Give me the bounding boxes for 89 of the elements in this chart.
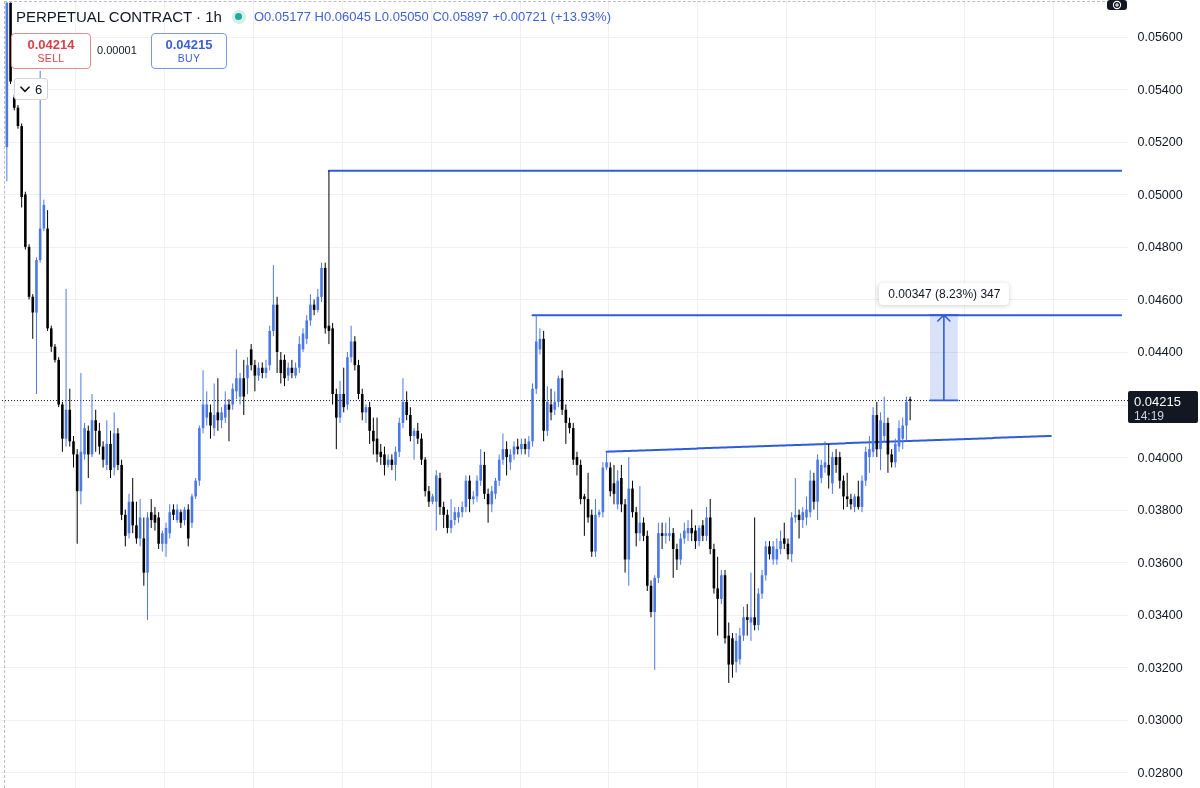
candlestick [705,506,708,542]
candlestick [135,501,138,545]
candlestick [446,509,449,534]
candlestick [905,396,908,442]
annotation: 0.04214 [27,37,75,52]
candlestick [149,498,153,529]
y-tick-label: 0.02800 [1137,765,1183,780]
candlestick [742,606,745,642]
y-tick-label: 0.03400 [1137,608,1183,623]
candlestick [720,569,723,605]
annotation: 6 [34,81,43,97]
candlestick [753,516,756,631]
candlestick [616,469,619,511]
y-tick-label: 0.04600 [1137,292,1183,307]
candlestick [745,603,749,637]
y-tick-label: 0.04400 [1137,345,1183,360]
y-tick-label: 0.04000 [1137,450,1183,465]
candlestick [631,480,634,518]
toggle-button: 6 [14,78,48,100]
y-tick-label: 0.05200 [1137,135,1183,150]
y-tick-label: 0.03200 [1137,660,1183,675]
candlestick [231,382,234,411]
y-tick-label: 0.03800 [1137,503,1183,518]
candlestick [131,477,135,534]
candlestick [94,409,97,453]
candlestick [360,388,364,421]
candlestick [183,506,186,526]
y-tick-label: 0.03000 [1137,713,1183,728]
candlestick [368,401,371,445]
candlestick [690,509,694,542]
candlestick [853,493,856,513]
annotation: 0.04215 [165,37,213,52]
price-tag: 0.04215 14:19 [1128,390,1198,423]
candlestick [394,446,397,482]
buy-button: 0.04215 BUY [151,33,227,69]
candlestick [679,532,682,566]
candlestick [409,406,412,442]
candlestick [420,432,423,466]
candlestick [405,390,408,421]
candlestick [505,440,508,476]
annotation: SELL [37,52,65,65]
y-tick-label: 0.05000 [1137,187,1183,202]
candlestick [845,472,849,508]
candlestick [72,435,75,469]
candlestick [416,422,420,445]
candlestick [901,417,905,450]
candlestick [342,367,346,413]
candlestick [242,359,246,416]
annotation: BUY [177,52,201,65]
candlestick [642,516,645,542]
candlestick [124,509,127,547]
candlestick [557,375,560,408]
candlestick [827,443,830,490]
candlestick [494,477,497,500]
y-tick-label: 0.03600 [1137,555,1183,570]
candlestick [838,451,842,490]
y-tick-label: 0.04800 [1137,240,1183,255]
candlestick [257,361,260,382]
candlestick [842,474,845,511]
candlestick [801,506,805,529]
candlestick [383,446,386,476]
candlestick [553,390,557,416]
candlestick [335,388,338,450]
candlestick [286,361,290,382]
candlestick [283,354,286,387]
candlestick [908,396,912,421]
y-tick-label: 0.05400 [1137,82,1183,97]
ref-line-label: 0.04215 [1134,392,1182,410]
candlestick [668,516,671,542]
candlestick [246,356,249,395]
candlestick [683,522,686,545]
tooltip-box: 0.00347 (8.23%) 347 [879,283,1010,306]
candlestick [209,404,212,440]
annotation: 0.00001 [97,44,137,56]
candlestick [205,390,209,427]
candlestick [220,406,223,429]
candlestick [309,293,312,327]
candlestick [671,527,675,579]
candlestick [223,390,227,424]
candlestick [857,480,860,511]
candlestick [86,425,90,479]
y-tick-label: 0.05600 [1137,30,1183,45]
candlestick [161,530,164,553]
sell-button: 0.04214 SELL [11,33,91,69]
candlestick [468,474,471,513]
candlestick [768,540,771,560]
candlestick [694,524,697,550]
text: PERPETUAL CONTRACT · 1h [16,8,222,25]
text: O0.05177 H0.06045 L0.05050 C0.05897 +0.00721 (+13.93%) [253,9,611,24]
